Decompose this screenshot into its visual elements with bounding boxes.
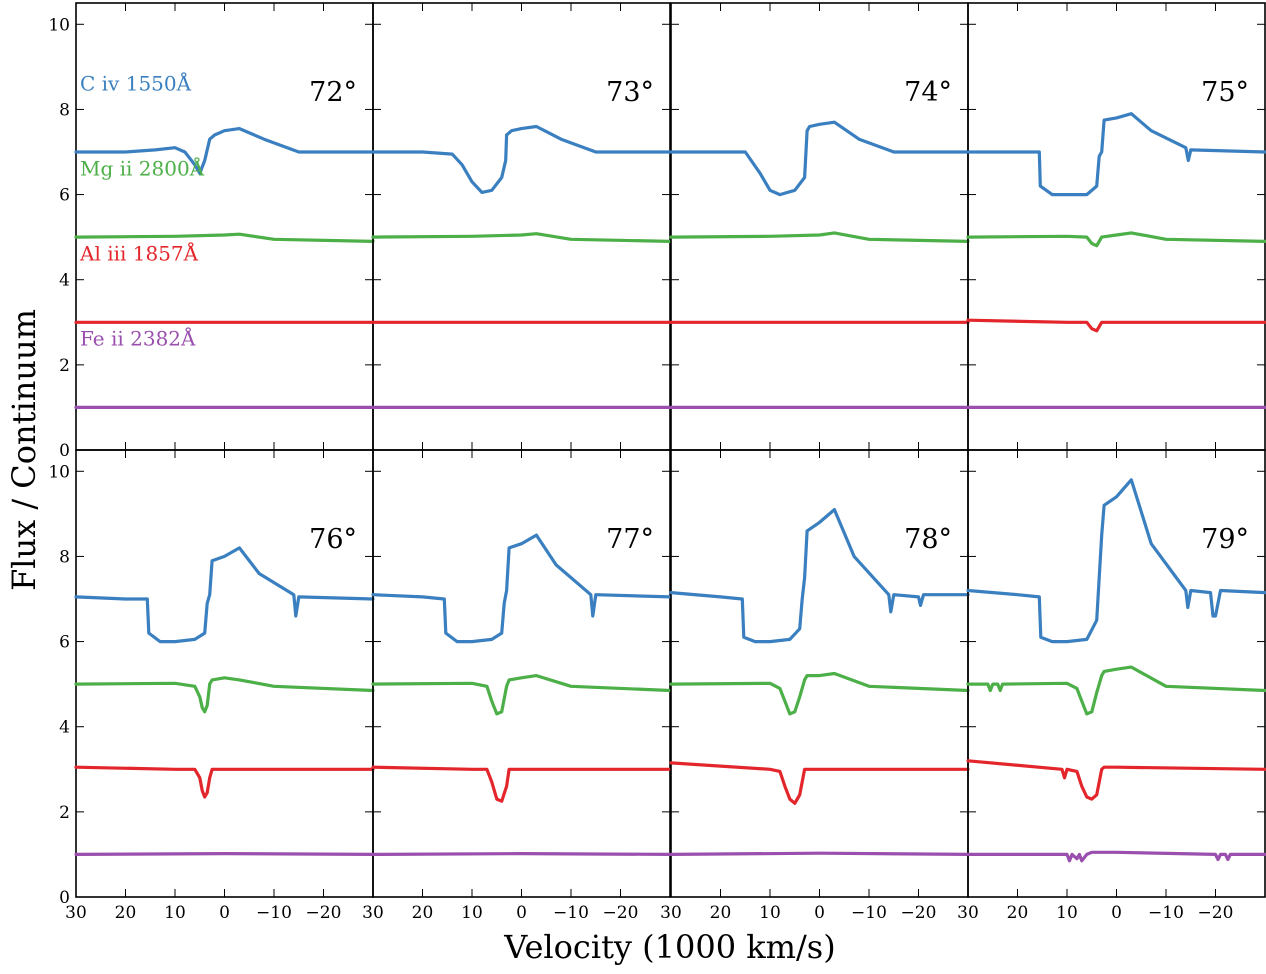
- series-label-civ: C iv 1550Å: [80, 70, 192, 95]
- y-tick-label: 8: [59, 100, 70, 120]
- series-line-civ: [966, 478, 1266, 644]
- panel-angle-label: 74°: [904, 77, 952, 108]
- series-line-civ: [371, 124, 672, 194]
- series-line-mgii: [74, 232, 375, 243]
- y-tick-label: 0: [59, 441, 70, 461]
- panel-angle-label: 77°: [606, 524, 654, 555]
- x-tick-label: 20: [412, 903, 434, 923]
- series-label-aliii: Al iii 1857Å: [79, 241, 199, 266]
- panel-frame: [967, 449, 1266, 898]
- series-line-feii: [669, 851, 970, 856]
- panel-frame: [670, 2, 969, 451]
- panel-7: 30 20 10 0 −10 −20 78°: [660, 449, 970, 923]
- panel-4: 75°: [966, 2, 1266, 451]
- x-tick-label: −10: [851, 903, 887, 923]
- x-axis-title: Velocity (1000 km/s): [503, 928, 835, 966]
- panel-frame: [372, 449, 671, 898]
- series-line-mgii: [74, 676, 375, 714]
- x-tick-label: −10: [256, 903, 292, 923]
- series-line-aliii: [966, 318, 1266, 333]
- x-tick-label: 20: [1007, 903, 1029, 923]
- x-tick-label: 30: [660, 903, 682, 923]
- series-label-feii: Fe ii 2382Å: [80, 326, 196, 351]
- series-line-mgii: [669, 231, 970, 243]
- series-line-civ: [74, 546, 375, 644]
- x-tick-label: 30: [957, 903, 979, 923]
- series-line-civ: [669, 508, 970, 644]
- series-label-mgii: Mg ii 2800Å: [80, 155, 205, 180]
- series-line-aliii: [966, 759, 1266, 801]
- series-line-mgii: [966, 665, 1266, 716]
- x-tick-label: 10: [164, 903, 186, 923]
- series-line-aliii: [669, 761, 970, 805]
- panel-5: 0 2 4 6 8 10 30 20 10 0 −10 −20 76°: [48, 449, 375, 923]
- panel-frame: [75, 449, 374, 898]
- x-tick-label: 20: [115, 903, 137, 923]
- series-line-feii: [966, 850, 1266, 863]
- y-tick-label: 2: [59, 803, 70, 823]
- panel-3: 74°: [669, 2, 970, 451]
- series-line-mgii: [966, 231, 1266, 248]
- y-tick-label: 10: [48, 462, 70, 482]
- panel-1: 0 2 4 6 8 10 72° C iv 1550Å Mg ii 2800Å Al iii 18…: [48, 2, 375, 461]
- panel-angle-label: 79°: [1201, 524, 1249, 555]
- panel-angle-label: 75°: [1201, 77, 1249, 108]
- x-tick-label: −10: [1148, 903, 1184, 923]
- panel-angle-label: 73°: [606, 77, 654, 108]
- series-line-feii: [74, 852, 375, 856]
- x-tick-label: 10: [461, 903, 483, 923]
- y-tick-label: 2: [59, 356, 70, 376]
- series-line-civ: [966, 112, 1266, 197]
- x-tick-label: 0: [219, 903, 230, 923]
- panel-angle-label: 78°: [904, 524, 952, 555]
- x-tick-label: 10: [1056, 903, 1078, 923]
- panel-frame: [75, 2, 374, 451]
- y-tick-label: 6: [59, 186, 70, 206]
- series-line-civ: [669, 120, 970, 197]
- panel-angle-label: 76°: [309, 524, 357, 555]
- x-tick-label: 30: [65, 903, 87, 923]
- x-tick-label: 20: [710, 903, 732, 923]
- x-tick-label: −20: [901, 903, 937, 923]
- x-tick-label: 0: [1111, 903, 1122, 923]
- series-line-civ: [74, 127, 375, 175]
- x-tick-label: 0: [516, 903, 527, 923]
- y-tick-label: 10: [48, 15, 70, 35]
- x-tick-label: −10: [553, 903, 589, 923]
- x-tick-label: −20: [603, 903, 639, 923]
- panel-frame: [670, 449, 969, 898]
- y-tick-label: 4: [59, 718, 70, 738]
- x-tick-label: 10: [759, 903, 781, 923]
- x-tick-label: −20: [306, 903, 342, 923]
- series-line-aliii: [74, 765, 375, 799]
- y-tick-label: 0: [59, 888, 70, 908]
- panel-angle-label: 72°: [309, 77, 357, 108]
- y-tick-label: 8: [59, 547, 70, 567]
- x-tick-label: 0: [814, 903, 825, 923]
- x-tick-label: −20: [1198, 903, 1234, 923]
- panel-6: 30 20 10 0 −10 −20 77°: [362, 449, 672, 923]
- y-axis-title: Flux / Continuum: [5, 309, 43, 591]
- series-line-aliii: [371, 765, 672, 803]
- series-line-mgii: [669, 671, 970, 716]
- series-line-mgii: [371, 232, 672, 243]
- panel-2: 73°: [371, 2, 672, 451]
- series-line-mgii: [371, 674, 672, 716]
- series-line-feii: [371, 852, 672, 856]
- panels-layer: 0 2 4 6 8 10 72° C iv 1550Å Mg ii 2800Å Al iii 18…: [48, 2, 1266, 923]
- panel-8: 30 20 10 0 −10 −20 79°: [957, 449, 1266, 923]
- panel-frame: [372, 2, 671, 451]
- y-tick-label: 4: [59, 271, 70, 291]
- x-tick-label: 30: [362, 903, 384, 923]
- series-line-civ: [371, 533, 672, 644]
- panel-frame: [967, 2, 1266, 451]
- y-tick-label: 6: [59, 633, 70, 653]
